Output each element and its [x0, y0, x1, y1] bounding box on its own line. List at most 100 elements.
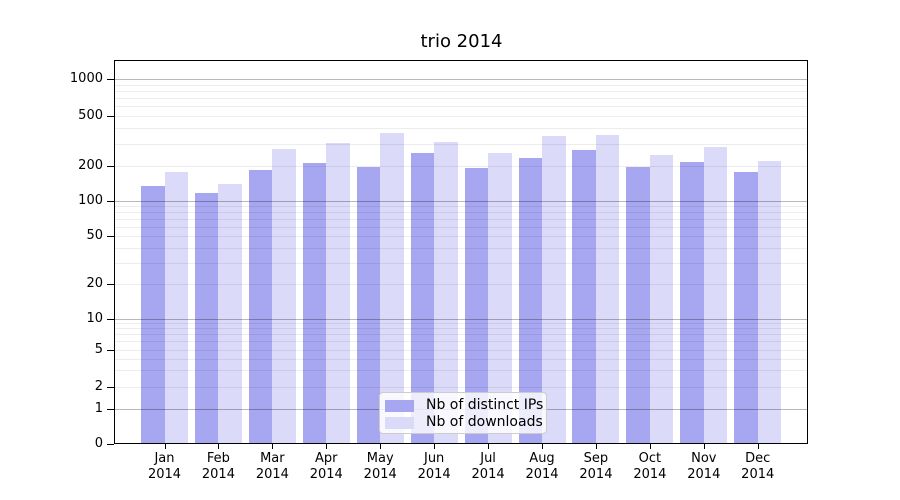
- major-gridline: [115, 319, 808, 320]
- month-label: Apr: [315, 451, 338, 466]
- bar-downloads: [595, 134, 620, 444]
- bar-distinct-ips: [680, 162, 704, 444]
- legend-row-distinct-ips: Nb of distinct IPs: [385, 397, 546, 414]
- y-axis-tick-label: 200: [78, 158, 103, 173]
- x-axis-tick-label: Nov 2014: [669, 451, 739, 483]
- x-axis-tick: [488, 444, 489, 449]
- month-label: Jul: [480, 451, 496, 466]
- legend-label-distinct-ips: Nb of distinct IPs: [426, 397, 544, 413]
- bar-downloads: [380, 133, 404, 444]
- y-axis-tick: [107, 350, 114, 351]
- year-label: 2014: [309, 467, 343, 482]
- x-axis-tick-label: May 2014: [345, 451, 415, 483]
- bar-distinct-ips: [302, 163, 327, 444]
- x-axis-tick-label: Sep 2014: [561, 451, 631, 483]
- minor-gridline: [115, 219, 808, 220]
- x-axis-tick: [272, 444, 273, 449]
- bar-downloads: [434, 141, 458, 444]
- month-label: Feb: [206, 451, 230, 466]
- bar-downloads: [218, 184, 242, 444]
- y-axis-tick-label: 20: [86, 276, 103, 291]
- year-label: 2014: [363, 467, 397, 482]
- bar-downloads: [649, 154, 674, 444]
- x-axis-tick: [218, 444, 219, 449]
- minor-gridline: [115, 328, 808, 329]
- minor-gridline: [115, 248, 808, 249]
- minor-gridline: [115, 387, 808, 388]
- month-label: Nov: [691, 451, 717, 466]
- minor-gridline: [115, 212, 808, 213]
- minor-gridline: [115, 323, 808, 324]
- y-axis-tick-label: 0: [94, 436, 103, 451]
- x-axis-tick: [542, 444, 543, 449]
- month-label: Jun: [423, 451, 445, 466]
- x-axis-tick-label: Mar 2014: [237, 451, 307, 483]
- bar-distinct-ips: [248, 169, 273, 444]
- x-axis-tick-label: Feb 2014: [183, 451, 253, 483]
- minor-gridline: [115, 98, 808, 99]
- month-label: Mar: [260, 451, 285, 466]
- year-label: 2014: [687, 467, 721, 482]
- bar-downloads: [703, 147, 728, 444]
- x-axis-tick-label: Apr 2014: [291, 451, 361, 483]
- minor-gridline: [115, 166, 808, 167]
- month-label: Oct: [638, 451, 662, 466]
- x-axis-tick-label: Jun 2014: [399, 451, 469, 483]
- x-axis-tick-label: Jan 2014: [130, 451, 200, 483]
- y-axis-tick-label: 50: [86, 228, 103, 243]
- x-axis-tick-label: Oct 2014: [615, 451, 685, 483]
- minor-gridline: [115, 359, 808, 360]
- month-label: Jan: [154, 451, 175, 466]
- bar-distinct-ips: [410, 152, 435, 444]
- month-label: Sep: [583, 451, 609, 466]
- minor-gridline: [115, 144, 808, 145]
- bar-distinct-ips: [734, 172, 758, 444]
- x-axis-tick: [596, 444, 597, 449]
- year-label: 2014: [147, 467, 182, 482]
- y-axis-tick: [107, 409, 114, 410]
- y-axis-tick: [107, 79, 114, 80]
- legend-swatch-distinct-ips-icon: [385, 399, 414, 412]
- y-axis-tick-label: 10: [86, 311, 103, 326]
- minor-gridline: [115, 236, 808, 237]
- bar-distinct-ips: [141, 185, 165, 444]
- bar-distinct-ips: [194, 192, 219, 444]
- legend-label-downloads: Nb of downloads: [426, 414, 543, 430]
- month-label: Dec: [745, 451, 771, 466]
- major-gridline: [115, 79, 808, 80]
- month-label: May: [366, 451, 394, 466]
- bar-distinct-ips: [518, 158, 542, 444]
- y-axis-tick: [107, 284, 114, 285]
- y-axis-tick-label: 500: [78, 108, 103, 123]
- bar-downloads: [326, 143, 350, 444]
- minor-gridline: [115, 206, 808, 207]
- minor-gridline: [115, 350, 808, 351]
- bar-distinct-ips: [626, 167, 650, 444]
- x-axis-tick-label: Aug 2014: [507, 451, 577, 483]
- minor-gridline: [115, 91, 808, 92]
- bar-downloads: [542, 135, 566, 444]
- x-axis-tick: [326, 444, 327, 449]
- legend-row-downloads: Nb of downloads: [385, 414, 546, 431]
- bar-distinct-ips: [464, 168, 489, 444]
- y-axis-tick: [107, 201, 114, 202]
- x-axis-tick: [758, 444, 759, 449]
- minor-gridline: [115, 128, 808, 129]
- year-label: 2014: [741, 467, 775, 482]
- y-axis-tick-label: 1: [94, 401, 103, 416]
- major-gridline: [115, 201, 808, 202]
- bar-distinct-ips: [572, 150, 596, 444]
- minor-gridline: [115, 85, 808, 86]
- bar-distinct-ips: [356, 166, 381, 444]
- legend-swatch-downloads-icon: [385, 416, 414, 429]
- minor-gridline: [115, 116, 808, 117]
- minor-gridline: [115, 341, 808, 342]
- bar-downloads: [272, 149, 296, 444]
- year-label: 2014: [471, 467, 505, 482]
- y-axis-tick: [107, 444, 114, 445]
- y-axis-tick: [107, 387, 114, 388]
- y-axis-tick-label: 100: [78, 193, 103, 208]
